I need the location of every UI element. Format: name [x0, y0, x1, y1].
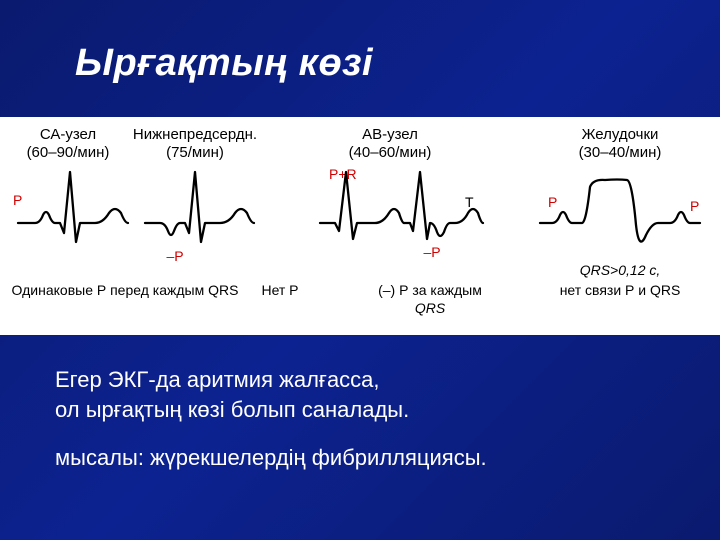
av-pr-label: P+R	[329, 166, 357, 182]
body1-line2: ол ырғақтың көзі болып саналады.	[55, 397, 409, 422]
body-text-2: мысалы: жүрекшелердің фибрилляциясы.	[55, 445, 487, 471]
panel-av-node: АВ-узел (40–60/мин) P+R T –P	[320, 126, 483, 260]
ecg-figure-svg: СА-узел (60–90/мин) P Нижнепредсердн. (7…	[0, 117, 720, 335]
la-header-2: (75/мин)	[166, 144, 224, 161]
v-p-left: P	[548, 194, 557, 210]
sa-p-label: P	[13, 192, 22, 208]
v-qrs-note: QRS>0,12 с,	[580, 262, 661, 278]
av-t-label: T	[465, 194, 474, 210]
av-negp-label: –P	[423, 244, 440, 260]
v-ecg-trace	[540, 180, 700, 242]
la-negp-label: –P	[166, 248, 183, 264]
v-header-2: (30–40/мин)	[579, 144, 662, 161]
av-header-2: (40–60/мин)	[349, 144, 432, 161]
v-header-1: Желудочки	[582, 126, 659, 143]
ecg-figure-panel: СА-узел (60–90/мин) P Нижнепредсердн. (7…	[0, 117, 720, 335]
sa-header-1: СА-узел	[40, 126, 96, 143]
av-caption-2: QRS	[415, 300, 446, 316]
panel-ventricles: Желудочки (30–40/мин) P P QRS>0,12 с,	[540, 126, 700, 278]
la-header-1: Нижнепредсердн.	[133, 126, 257, 143]
body-text-1: Егер ЭКГ-да аритмия жалғасса, ол ырғақты…	[55, 365, 409, 424]
la-ecg-trace	[145, 172, 254, 242]
sa-caption: Одинаковые Р перед каждым QRS	[12, 282, 239, 298]
panel-low-atrial: Нижнепредсердн. (75/мин) –P	[133, 126, 257, 264]
av-ecg-trace-1	[320, 172, 404, 239]
panel-sa-node: СА-узел (60–90/мин) P	[13, 126, 128, 242]
sa-header-2: (60–90/мин)	[27, 144, 110, 161]
av-caption-1: (–) Р за каждым	[378, 282, 482, 298]
body1-line1: Егер ЭКГ-да аритмия жалғасса,	[55, 367, 380, 392]
v-p-right: P	[690, 198, 699, 214]
av-header-1: АВ-узел	[362, 126, 418, 143]
la-caption: Нет Р	[261, 282, 298, 298]
v-caption: нет связи Р и QRS	[560, 282, 681, 298]
slide-background: Ырғақтың көзі СА-узел (60–90/мин) P Нижн…	[0, 0, 720, 540]
sa-ecg-trace	[18, 172, 128, 242]
slide-title: Ырғақтың көзі	[75, 42, 373, 85]
